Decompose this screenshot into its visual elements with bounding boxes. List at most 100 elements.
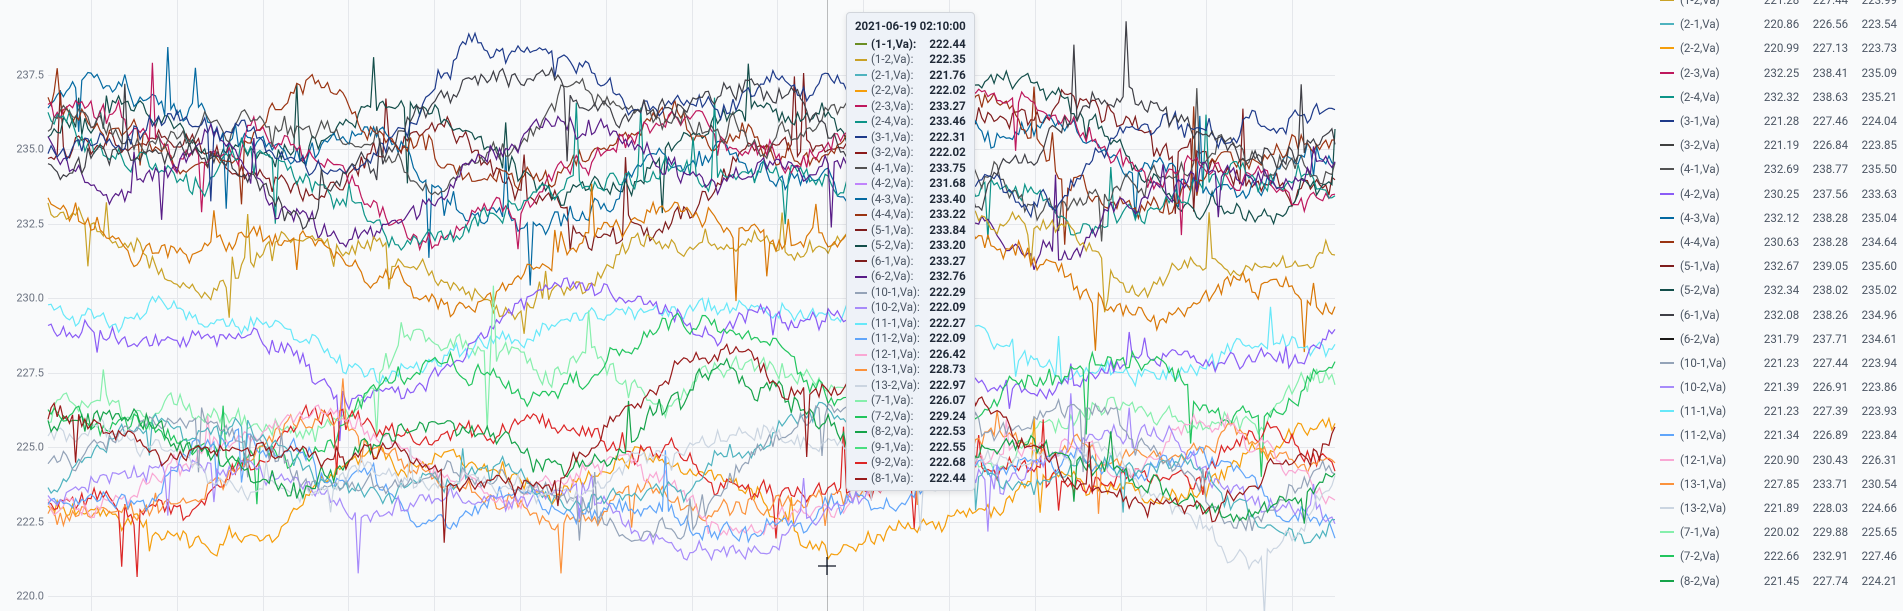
legend-row[interactable]: (4-1,Va)232.69238.77235.50 (1660, 157, 1897, 181)
legend-max-value: 227.44 (1799, 0, 1848, 7)
legend-row[interactable]: (13-1,Va)227.85233.71230.54 (1660, 472, 1897, 496)
tooltip-row: (3-1,Va):222.31 (855, 130, 966, 146)
series-color-swatch (855, 323, 867, 325)
legend-max-value: 237.71 (1799, 332, 1848, 346)
legend-min-value: 220.99 (1750, 41, 1799, 55)
legend-row[interactable]: (10-2,Va)221.39226.91223.86 (1660, 375, 1897, 399)
legend-row[interactable]: (4-4,Va)230.63238.28234.64 (1660, 230, 1897, 254)
legend-row[interactable]: (4-2,Va)230.25237.56233.63 (1660, 182, 1897, 206)
tooltip-series-value: 222.31 (929, 130, 965, 146)
plot-region[interactable]: 2021-06-19 02:10:00 (1-1,Va):222.44(1-2,… (48, 0, 1335, 611)
y-tick-label: 227.5 (16, 366, 44, 379)
tooltip-series-value: 229.24 (929, 409, 965, 425)
legend-series-name: (3-2,Va) (1680, 138, 1750, 152)
tooltip-row: (1-1,Va):222.44 (855, 37, 966, 53)
tooltip-series-name: (5-2,Va): (871, 238, 925, 254)
legend-avg-value: 233.63 (1848, 187, 1897, 201)
legend-row[interactable]: (8-2,Va)221.45227.74224.21 (1660, 569, 1897, 593)
legend-series-name: (2-2,Va) (1680, 41, 1750, 55)
legend-color-swatch (1660, 410, 1674, 412)
tooltip-series-value: 222.02 (929, 145, 965, 161)
y-tick-label: 235.0 (16, 143, 44, 156)
legend-series-name: (11-1,Va) (1680, 404, 1750, 418)
legend-max-value: 238.28 (1799, 235, 1848, 249)
tooltip-series-name: (4-3,Va): (871, 192, 925, 208)
legend-color-swatch (1660, 386, 1674, 388)
series-color-swatch (855, 338, 867, 340)
series-color-swatch (855, 245, 867, 247)
legend-row[interactable]: (6-2,Va)231.79237.71234.61 (1660, 327, 1897, 351)
series-color-swatch (855, 478, 867, 480)
series-color-swatch (855, 74, 867, 76)
tooltip-row: (6-2,Va):232.76 (855, 269, 966, 285)
legend-row[interactable]: (7-2,Va)222.66232.91227.46 (1660, 544, 1897, 568)
legend-row[interactable]: (1-2,Va)221.28227.44223.99 (1660, 0, 1897, 12)
tooltip-series-name: (4-1,Va): (871, 161, 925, 177)
legend-series-name: (6-2,Va) (1680, 332, 1750, 346)
legend-max-value: 238.41 (1799, 66, 1848, 80)
series-color-swatch (855, 90, 867, 92)
legend-row[interactable]: (2-4,Va)232.32238.63235.21 (1660, 85, 1897, 109)
legend-series-name: (10-1,Va) (1680, 356, 1750, 370)
tooltip-series-name: (9-2,Va): (871, 455, 925, 471)
legend-color-swatch (1660, 0, 1674, 1)
legend-row[interactable]: (11-2,Va)221.34226.89223.84 (1660, 423, 1897, 447)
legend-series-name: (10-2,Va) (1680, 380, 1750, 394)
tooltip-row: (7-1,Va):226.07 (855, 393, 966, 409)
legend-row[interactable]: (3-1,Va)221.28227.46224.04 (1660, 109, 1897, 133)
legend-row[interactable]: (3-2,Va)221.19226.84223.85 (1660, 133, 1897, 157)
legend-row[interactable]: (11-1,Va)221.23227.39223.93 (1660, 399, 1897, 423)
legend-min-value: 221.23 (1750, 404, 1799, 418)
tooltip-series-name: (8-1,Va): (871, 471, 925, 487)
legend-row[interactable]: (2-2,Va)220.99227.13223.73 (1660, 36, 1897, 60)
tooltip-row: (9-1,Va):222.55 (855, 440, 966, 456)
legend-min-value: 227.85 (1750, 477, 1799, 491)
legend-max-value: 238.63 (1799, 90, 1848, 104)
tooltip-series-value: 222.02 (929, 83, 965, 99)
legend-panel[interactable]: (1-2,Va)221.28227.44223.99(2-1,Va)220.86… (1658, 0, 1903, 611)
tooltip-series-name: (7-2,Va): (871, 409, 925, 425)
legend-avg-value: 223.86 (1848, 380, 1897, 394)
legend-max-value: 237.56 (1799, 187, 1848, 201)
legend-min-value: 221.39 (1750, 380, 1799, 394)
legend-series-name: (4-3,Va) (1680, 211, 1750, 225)
legend-row[interactable]: (2-3,Va)232.25238.41235.09 (1660, 61, 1897, 85)
series-color-swatch (855, 43, 867, 45)
legend-row[interactable]: (12-1,Va)220.90230.43226.31 (1660, 448, 1897, 472)
legend-row[interactable]: (10-1,Va)221.23227.44223.94 (1660, 351, 1897, 375)
tooltip-row: (11-1,Va):222.27 (855, 316, 966, 332)
legend-row[interactable]: (4-3,Va)232.12238.28235.04 (1660, 206, 1897, 230)
tooltip-row: (1-2,Va):222.35 (855, 52, 966, 68)
legend-avg-value: 235.21 (1848, 90, 1897, 104)
legend-avg-value: 223.85 (1848, 138, 1897, 152)
hover-tooltip: 2021-06-19 02:10:00 (1-1,Va):222.44(1-2,… (846, 12, 975, 491)
tooltip-series-value: 233.27 (929, 254, 965, 270)
y-tick-label: 237.5 (16, 68, 44, 81)
legend-max-value: 227.39 (1799, 404, 1848, 418)
tooltip-series-value: 222.53 (929, 424, 965, 440)
crosshair-vertical (827, 0, 828, 611)
tooltip-series-name: (5-1,Va): (871, 223, 925, 239)
tooltip-row: (4-2,Va):231.68 (855, 176, 966, 192)
legend-avg-value: 235.60 (1848, 259, 1897, 273)
legend-row[interactable]: (13-2,Va)221.89228.03224.66 (1660, 496, 1897, 520)
legend-row[interactable]: (2-1,Va)220.86226.56223.54 (1660, 12, 1897, 36)
tooltip-series-name: (12-1,Va): (871, 347, 925, 363)
tooltip-series-name: (2-3,Va): (871, 99, 925, 115)
tooltip-body: (1-1,Va):222.44(1-2,Va):222.35(2-1,Va):2… (855, 37, 966, 487)
legend-min-value: 221.23 (1750, 356, 1799, 370)
legend-series-name: (2-3,Va) (1680, 66, 1750, 80)
tooltip-row: (4-1,Va):233.75 (855, 161, 966, 177)
tooltip-series-value: 232.76 (929, 269, 965, 285)
legend-color-swatch (1660, 120, 1674, 122)
legend-row[interactable]: (7-1,Va)220.02229.88225.65 (1660, 520, 1897, 544)
chart-area[interactable]: 220.0222.5225.0227.5230.0232.5235.0237.5… (0, 0, 1335, 611)
legend-row[interactable]: (5-2,Va)232.34238.02235.02 (1660, 278, 1897, 302)
legend-row[interactable]: (6-1,Va)232.08238.26234.96 (1660, 302, 1897, 326)
legend-row[interactable]: (5-1,Va)232.67239.05235.60 (1660, 254, 1897, 278)
legend-series-name: (7-2,Va) (1680, 549, 1750, 563)
legend-series-name: (11-2,Va) (1680, 428, 1750, 442)
tooltip-row: (10-1,Va):222.29 (855, 285, 966, 301)
legend-max-value: 226.91 (1799, 380, 1848, 394)
legend-series-name: (13-1,Va) (1680, 477, 1750, 491)
